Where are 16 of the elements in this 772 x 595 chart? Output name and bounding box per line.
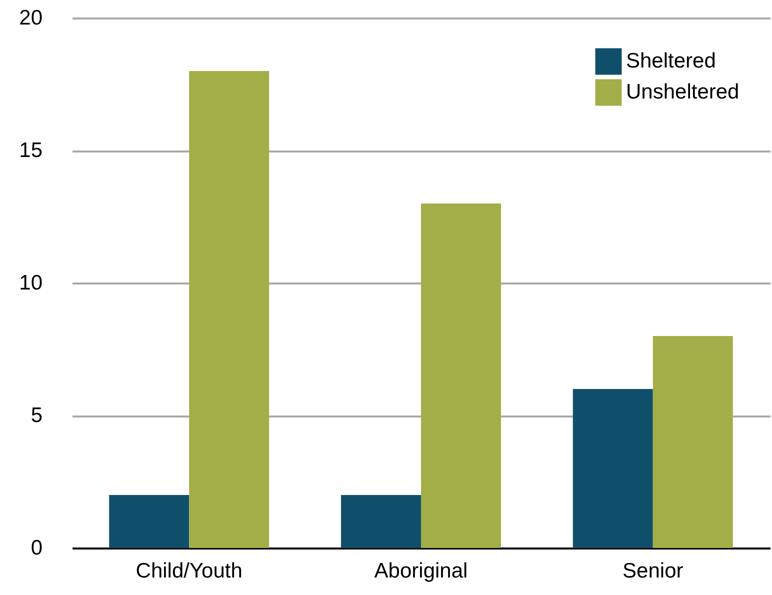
bar — [572, 389, 653, 548]
y-tick-label: 15 — [19, 139, 42, 162]
bar — [652, 336, 733, 548]
x-tick-label: Aboriginal — [374, 560, 468, 582]
y-tick-label: 5 — [30, 404, 42, 427]
x-tick-label: Child/Youth — [136, 560, 242, 582]
y-tick-label: 0 — [30, 536, 42, 560]
bar — [340, 495, 421, 548]
x-tick-label: Senior — [622, 560, 684, 582]
legend-label: Unsheltered — [626, 80, 740, 104]
y-tick-label: 20 — [19, 6, 42, 30]
y-tick-label: 10 — [19, 272, 42, 294]
legend-label: Sheltered — [626, 50, 716, 72]
bar — [189, 71, 270, 548]
bar — [421, 204, 502, 548]
bar — [109, 495, 190, 548]
